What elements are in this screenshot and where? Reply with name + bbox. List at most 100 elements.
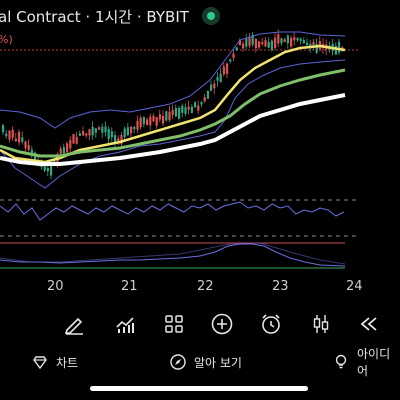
nav-item-label: 아이디어 <box>357 347 391 378</box>
candle-body <box>232 53 235 58</box>
candle-body <box>21 137 24 142</box>
price-chart[interactable] <box>0 0 400 300</box>
candle-body <box>178 107 181 119</box>
candle-body <box>226 63 229 74</box>
candle-body <box>206 90 209 99</box>
candle-body <box>200 102 203 105</box>
candle-body <box>290 37 293 47</box>
bollinger-lower <box>0 59 346 189</box>
compass-icon <box>170 354 186 370</box>
replay-rewind-icon[interactable] <box>357 312 381 336</box>
candle-body <box>120 135 123 144</box>
candle-type-icon[interactable] <box>309 312 333 336</box>
candle-body <box>229 59 232 62</box>
live-status-icon <box>202 7 220 25</box>
candle-body <box>24 141 27 149</box>
candle-body <box>306 42 309 45</box>
ma-green <box>0 68 346 158</box>
candle-body <box>210 84 213 91</box>
candle-body <box>245 38 248 47</box>
candle-body <box>181 105 184 113</box>
candle-body <box>75 136 78 144</box>
indicator-chart-icon[interactable] <box>113 312 137 336</box>
candle-body <box>14 138 17 142</box>
candle-body <box>334 45 337 55</box>
candle-body <box>264 40 267 47</box>
candle-body <box>261 42 264 45</box>
candle-body <box>2 125 5 133</box>
candle-body <box>82 131 85 136</box>
ma-white <box>0 93 346 166</box>
candle-body <box>270 40 273 50</box>
candle-body <box>213 83 216 89</box>
bollinger-upper <box>0 31 346 129</box>
candle-body <box>53 160 56 163</box>
date-label: 24 <box>346 279 363 294</box>
candle-body <box>30 149 33 156</box>
candle-body <box>277 34 280 44</box>
candle-body <box>222 66 225 75</box>
candle-body <box>152 115 155 122</box>
candle-body <box>139 117 142 128</box>
candle-body <box>94 128 97 133</box>
alarm-clock-icon[interactable] <box>259 312 283 336</box>
date-label: 22 <box>197 279 214 294</box>
candle-body <box>126 127 129 136</box>
candle-body <box>133 126 136 130</box>
diamond-chart-icon <box>32 354 48 370</box>
candle-body <box>155 117 158 126</box>
candle-body <box>8 130 11 140</box>
nav-item-explore[interactable]: 알아 보기 <box>170 352 242 372</box>
add-plus-icon[interactable] <box>210 312 234 336</box>
candle-body <box>296 38 299 41</box>
candle-body <box>238 40 241 45</box>
candle-body <box>78 133 81 136</box>
chart-title[interactable]: al Contract · 1시간 · BYBIT <box>0 8 189 26</box>
candle-body <box>251 34 254 45</box>
candle-body <box>299 38 302 41</box>
candle-body <box>235 47 238 51</box>
candle-body <box>312 42 315 46</box>
chart-toolbar <box>0 312 400 338</box>
candle-body <box>91 126 94 136</box>
nav-item-chart[interactable]: 차트 <box>32 352 78 372</box>
nav-item-ideas[interactable]: 아이디어 <box>333 347 400 378</box>
candle-body <box>142 117 145 125</box>
candle-body <box>162 115 165 124</box>
candle-body <box>219 73 222 83</box>
home-indicator[interactable] <box>90 386 308 391</box>
draw-pen-icon[interactable] <box>62 312 86 336</box>
candle-body <box>85 133 88 136</box>
candle-body <box>168 111 171 121</box>
candle-body <box>50 165 53 176</box>
date-label: 23 <box>272 279 289 294</box>
rsi-line <box>0 201 345 221</box>
layout-grid-icon[interactable] <box>162 312 186 336</box>
ma-yellow <box>0 44 346 164</box>
oscillator-fill <box>0 242 346 265</box>
candle-body <box>184 107 187 114</box>
candle-body <box>59 148 62 154</box>
candle-body <box>165 111 168 121</box>
candle-body <box>62 147 65 154</box>
candle-body <box>274 37 277 48</box>
candle-body <box>101 126 104 133</box>
candle-body <box>136 121 139 130</box>
candle-body <box>267 41 270 48</box>
candle-body <box>187 106 190 110</box>
candle-body <box>104 126 107 133</box>
candle-body <box>11 129 14 138</box>
candle-body <box>286 35 289 44</box>
candle-body <box>302 40 305 44</box>
candle-body <box>107 129 110 140</box>
candle-body <box>46 167 49 172</box>
oscillator-line <box>0 243 346 267</box>
candle-body <box>117 138 120 142</box>
candle-body <box>171 110 174 115</box>
date-label: 21 <box>121 279 138 294</box>
candle-body <box>190 106 193 113</box>
candle-body <box>283 39 286 43</box>
candle-body <box>254 39 257 49</box>
candle-body <box>293 37 296 41</box>
lightbulb-icon <box>333 354 349 370</box>
